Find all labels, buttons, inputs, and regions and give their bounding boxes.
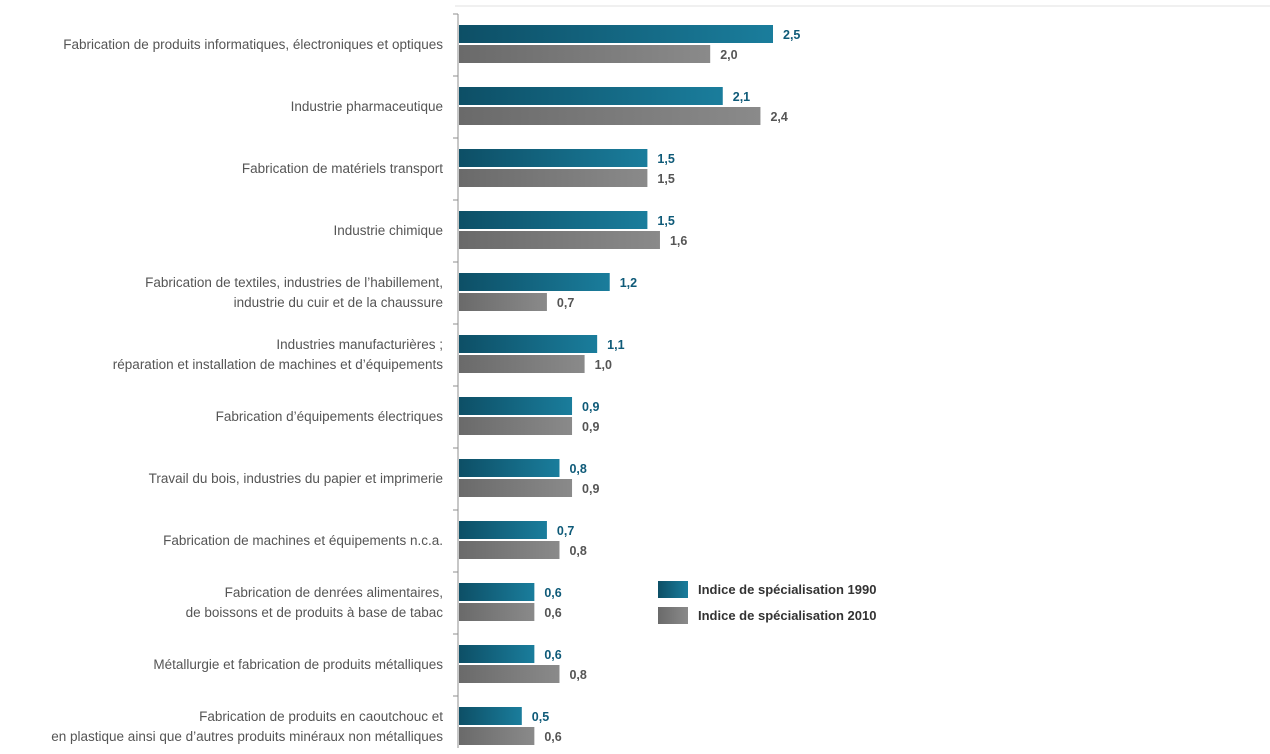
data-label-1990: 0,6: [544, 648, 561, 662]
bar-2010: [459, 541, 560, 559]
data-label-1990: 0,8: [569, 462, 586, 476]
bar-1990: [459, 211, 648, 229]
bar-2010: [459, 231, 660, 249]
category-label: Fabrication de machines et équipements n…: [163, 533, 443, 548]
bar-2010: [459, 727, 535, 745]
data-label-1990: 1,2: [620, 276, 637, 290]
category-label: Industries manufacturières ;: [276, 337, 443, 352]
data-label-2010: 0,9: [582, 420, 599, 434]
data-label-1990: 0,5: [532, 710, 549, 724]
category-label: Fabrication de produits en caoutchouc et: [199, 709, 443, 724]
legend-swatch: [658, 607, 688, 624]
bar-1990: [459, 273, 610, 291]
category-label: industrie du cuir et de la chaussure: [234, 295, 443, 310]
data-label-2010: 0,9: [582, 482, 599, 496]
data-label-1990: 1,1: [607, 338, 624, 352]
category-label: Industrie chimique: [333, 223, 443, 238]
category-label: Fabrication de denrées alimentaires,: [225, 585, 443, 600]
category-label: de boissons et de produits à base de tab…: [186, 605, 444, 620]
legend-label: Indice de spécialisation 2010: [698, 608, 876, 623]
category-label: Travail du bois, industries du papier et…: [149, 471, 443, 486]
category-label: Fabrication de textiles, industries de l…: [145, 275, 443, 290]
bar-2010: [459, 45, 711, 63]
bar-1990: [459, 149, 648, 167]
data-label-1990: 2,5: [783, 28, 800, 42]
data-label-2010: 0,6: [544, 606, 561, 620]
bar-2010: [459, 107, 761, 125]
data-label-1990: 1,5: [657, 214, 674, 228]
data-label-2010: 1,6: [670, 234, 687, 248]
bar-1990: [459, 645, 535, 663]
bar-1990: [459, 335, 598, 353]
data-label-1990: 0,7: [557, 524, 574, 538]
data-label-1990: 0,6: [544, 586, 561, 600]
bar-1990: [459, 87, 723, 105]
category-label: réparation et installation de machines e…: [113, 357, 443, 372]
data-label-1990: 0,9: [582, 400, 599, 414]
data-label-2010: 2,4: [770, 110, 787, 124]
category-label: Industrie pharmaceutique: [291, 99, 443, 114]
category-label: Métallurgie et fabrication de produits m…: [153, 657, 443, 672]
bar-2010: [459, 169, 648, 187]
data-label-2010: 1,5: [657, 172, 674, 186]
bar-1990: [459, 25, 773, 43]
category-label: Fabrication de produits informatiques, é…: [63, 37, 443, 52]
data-label-2010: 0,6: [544, 730, 561, 744]
bar-2010: [459, 665, 560, 683]
bar-2010: [459, 355, 585, 373]
legend-label: Indice de spécialisation 1990: [698, 582, 876, 597]
data-label-2010: 1,0: [595, 358, 612, 372]
data-label-2010: 0,8: [569, 668, 586, 682]
bar-1990: [459, 521, 547, 539]
category-label: Fabrication d’équipements électriques: [216, 409, 444, 424]
bar-1990: [459, 397, 573, 415]
data-label-2010: 2,0: [720, 48, 737, 62]
bar-1990: [459, 459, 560, 477]
category-label: en plastique ainsi que d’autres produits…: [51, 729, 443, 744]
data-label-2010: 0,8: [569, 544, 586, 558]
bar-1990: [459, 707, 522, 725]
data-label-1990: 1,5: [657, 152, 674, 166]
bar-2010: [459, 417, 573, 435]
bar-2010: [459, 293, 547, 311]
bar-2010: [459, 479, 573, 497]
legend-swatch: [658, 581, 688, 598]
data-label-2010: 0,7: [557, 296, 574, 310]
data-label-1990: 2,1: [733, 90, 750, 104]
bar-2010: [459, 603, 535, 621]
category-label: Fabrication de matériels transport: [242, 161, 443, 176]
bar-1990: [459, 583, 535, 601]
